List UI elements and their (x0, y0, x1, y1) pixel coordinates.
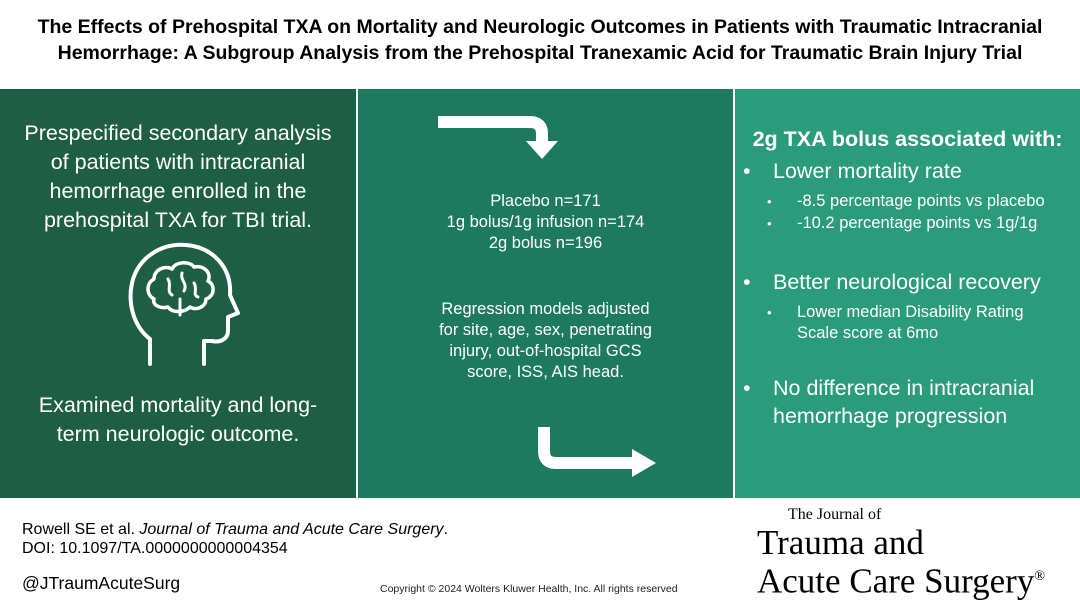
head-brain-icon (128, 242, 240, 366)
study-description: Prespecified secondary analysis of patie… (24, 121, 332, 232)
left-panel: Prespecified secondary analysis of patie… (0, 89, 356, 498)
bullet-icon: • (767, 194, 772, 209)
regression-models: Regression models adjusted for site, age… (439, 300, 652, 381)
bullet-icon: • (743, 270, 751, 294)
journal-name: Journal of Trauma and Acute Care Surgery (139, 521, 444, 538)
twitter-handle: @JTraumAcuteSurg (22, 573, 181, 593)
arrow-right-icon (538, 427, 656, 477)
copyright: Copyright © 2024 Wolters Kluwer Health, … (380, 583, 678, 595)
title-line-1: The Effects of Prehospital TXA on Mortal… (37, 16, 1043, 38)
middle-panel: Placebo n=171 1g bolus/1g infusion n=174… (358, 89, 733, 498)
arrow-down-icon (438, 116, 558, 159)
right-panel: 2g TXA bolus associated with: • Lower mo… (735, 89, 1080, 498)
findings-heading: 2g TXA bolus associated with: (752, 127, 1063, 151)
treatment-groups: Placebo n=171 1g bolus/1g infusion n=174… (446, 192, 645, 252)
journal-logo: The Journal of Trauma and Acute Care Sur… (757, 506, 1045, 601)
bullet-icon: • (743, 159, 751, 183)
title-line-2: Hemorrhage: A Subgroup Analysis from the… (57, 42, 1023, 64)
bullet-icon: • (767, 305, 772, 320)
citation-line: Rowell SE et al. Journal of Trauma and A… (22, 521, 448, 538)
citation: Rowell SE et al. Journal of Trauma and A… (22, 520, 448, 558)
bullet-icon: • (743, 376, 751, 400)
infographic-title: The Effects of Prehospital TXA on Mortal… (0, 14, 1080, 66)
doi: DOI: 10.1097/TA.0000000000004354 (22, 540, 288, 557)
outcomes-examined: Examined mortality and long- term neurol… (38, 393, 318, 446)
bullet-icon: • (767, 216, 772, 231)
